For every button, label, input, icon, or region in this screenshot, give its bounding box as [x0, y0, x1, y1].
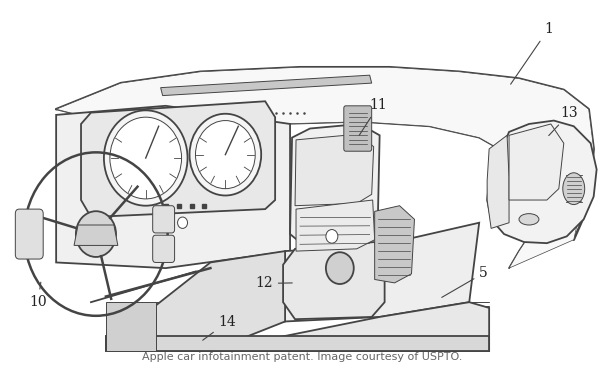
Polygon shape — [374, 206, 414, 283]
Text: 1: 1 — [510, 22, 553, 84]
Polygon shape — [295, 134, 374, 206]
Polygon shape — [74, 225, 118, 246]
Circle shape — [326, 229, 338, 243]
Circle shape — [190, 114, 261, 195]
Circle shape — [178, 217, 187, 228]
Polygon shape — [106, 251, 285, 351]
Polygon shape — [56, 67, 594, 268]
Circle shape — [196, 120, 255, 189]
Polygon shape — [290, 124, 380, 249]
Circle shape — [110, 117, 182, 199]
Polygon shape — [285, 223, 479, 321]
Polygon shape — [106, 336, 489, 351]
FancyBboxPatch shape — [153, 206, 175, 233]
FancyBboxPatch shape — [344, 106, 371, 151]
Polygon shape — [56, 106, 290, 268]
Ellipse shape — [563, 173, 585, 205]
Polygon shape — [509, 124, 564, 200]
Text: 10: 10 — [29, 282, 47, 309]
Polygon shape — [283, 242, 385, 319]
Text: 11: 11 — [359, 98, 387, 135]
Text: 14: 14 — [203, 315, 236, 340]
Text: 13: 13 — [549, 106, 579, 135]
FancyBboxPatch shape — [153, 235, 175, 262]
FancyBboxPatch shape — [15, 209, 43, 259]
Polygon shape — [296, 200, 374, 251]
Polygon shape — [487, 120, 597, 243]
Polygon shape — [487, 135, 509, 228]
Text: 12: 12 — [255, 276, 292, 291]
Circle shape — [326, 252, 354, 284]
Text: Apple car infotainment patent. Image courtesy of USPTO.: Apple car infotainment patent. Image cou… — [142, 352, 462, 362]
Ellipse shape — [519, 214, 539, 225]
Polygon shape — [210, 302, 489, 351]
Circle shape — [76, 211, 116, 257]
Polygon shape — [161, 75, 371, 96]
Polygon shape — [106, 302, 156, 351]
Circle shape — [104, 111, 187, 206]
Polygon shape — [81, 101, 275, 217]
Text: 5: 5 — [442, 266, 488, 298]
